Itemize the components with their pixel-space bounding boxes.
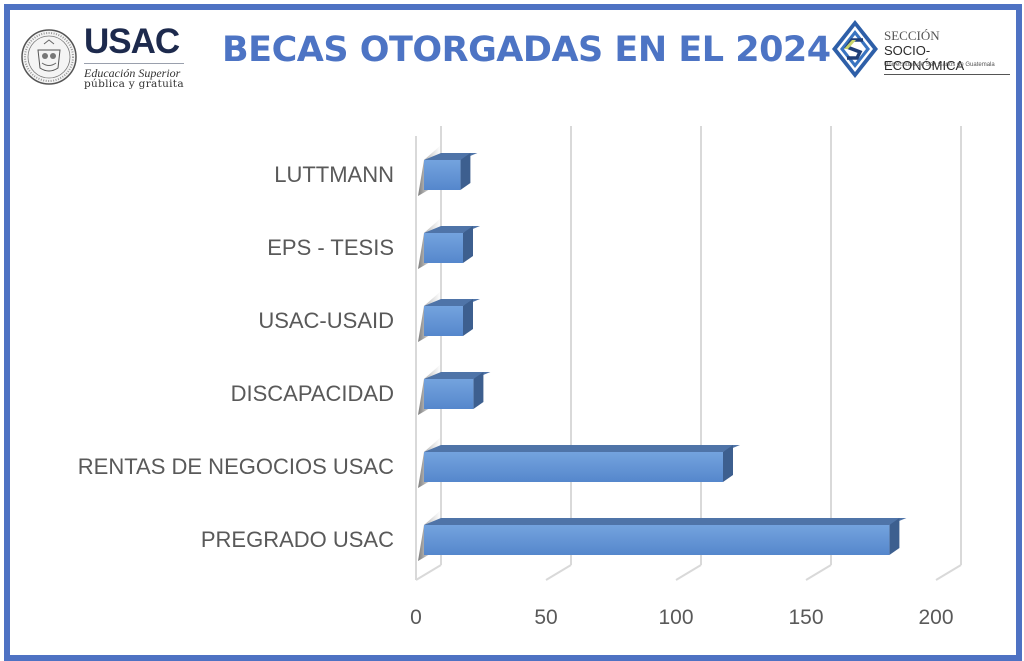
- socio-economica-label: SOCIO-ECONÓMICA: [884, 43, 1010, 75]
- logo-divider: [84, 63, 184, 64]
- bar: [424, 518, 907, 555]
- x-tick-label: 200: [918, 606, 954, 629]
- floor-gridline: [805, 564, 832, 581]
- seccion-socioeconomica-logo: SECCIÓN SOCIO-ECONÓMICA Universidad de S…: [830, 18, 1010, 84]
- header: USAC Educación Superior pública y gratui…: [0, 0, 1024, 100]
- bar: [424, 153, 478, 190]
- university-seal-icon: [21, 29, 77, 85]
- usac-tagline-2: pública y gratuita: [84, 78, 184, 90]
- seccion-label: SECCIÓN: [884, 28, 940, 43]
- category-label: LUTTMANN: [274, 162, 394, 187]
- category-label: USAC-USAID: [258, 308, 394, 333]
- category-label: RENTAS DE NEGOCIOS USAC: [77, 454, 394, 479]
- x-tick-label: 100: [658, 606, 694, 629]
- usac-logo: USAC Educación Superior pública y gratui…: [20, 22, 190, 94]
- floor-gridline: [935, 564, 962, 581]
- floor-gridline: [675, 564, 702, 581]
- x-tick-label: 50: [534, 606, 558, 629]
- page-title: BECAS OTORGADAS EN EL 2024: [222, 30, 831, 70]
- diamond-s-logo-icon: [832, 20, 878, 78]
- usac-tagline-1: Educación Superior: [84, 66, 181, 80]
- usac-wordmark: USAC: [84, 22, 180, 61]
- x-tick-label: 0: [410, 606, 422, 629]
- category-label: EPS - TESIS: [267, 235, 394, 260]
- category-label: PREGRADO USAC: [200, 527, 394, 552]
- floor-gridline: [415, 564, 442, 581]
- bar: [424, 445, 740, 482]
- category-label: DISCAPACIDAD: [230, 381, 394, 406]
- university-name-label: Universidad de San Carlos de Guatemala: [884, 62, 995, 68]
- bar: [424, 372, 491, 409]
- x-tick-label: 150: [788, 606, 824, 629]
- bar: [424, 299, 480, 336]
- floor-gridline: [545, 564, 572, 581]
- bar: [424, 226, 480, 263]
